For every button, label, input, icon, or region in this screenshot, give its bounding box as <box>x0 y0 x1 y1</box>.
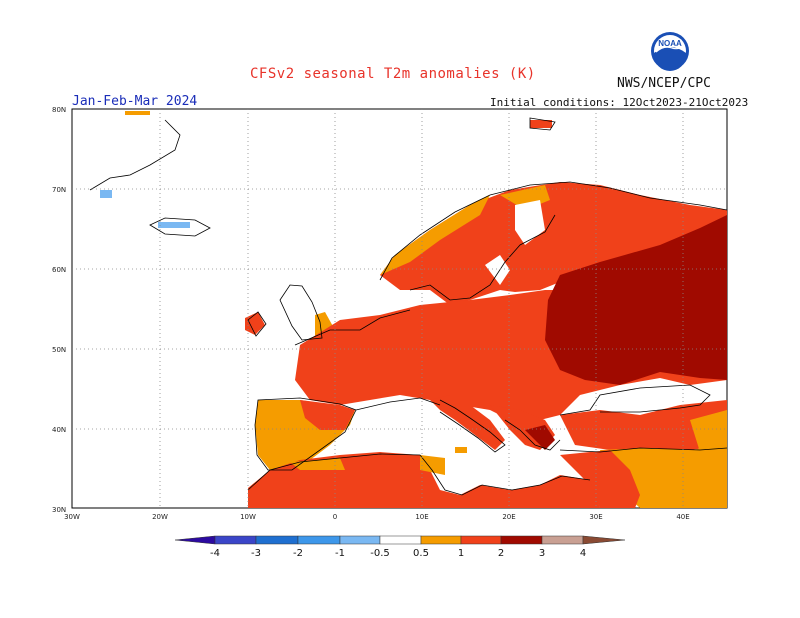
lon-label: 30W <box>64 513 80 521</box>
noaa-logo: NOAA <box>651 32 689 71</box>
colorbar-bin <box>541 535 584 545</box>
colorbar-bin <box>460 535 502 545</box>
colorbar-tick: -1 <box>335 548 345 559</box>
graticule <box>72 109 727 508</box>
colorbar-tick: -3 <box>251 548 261 559</box>
lat-label: 50N <box>52 346 66 354</box>
lat-label: 40N <box>52 426 66 434</box>
map-title: CFSv2 seasonal T2m anomalies (K) <box>250 66 536 82</box>
colorbar-bin <box>379 535 422 545</box>
coastlines <box>89 117 728 496</box>
lon-label: 10E <box>415 513 428 521</box>
colorbar <box>174 535 626 545</box>
colorbar-bin <box>582 535 626 545</box>
lon-label: 20W <box>152 513 168 521</box>
colorbar-bin <box>174 535 216 545</box>
colorbar-bin <box>339 535 381 545</box>
colorbar-tick: 3 <box>539 548 545 559</box>
initial-conditions: Initial conditions: 12Oct2023-21Oct2023 <box>490 96 749 109</box>
lon-label: 40E <box>676 513 689 521</box>
colorbar-bin <box>297 535 341 545</box>
lon-label: 20E <box>502 513 515 521</box>
colorbar-ticks: -4 -3 -2 -1 -0.5 0.5 1 2 3 4 <box>210 548 586 559</box>
map-frame <box>71 108 728 509</box>
colorbar-tick: 2 <box>498 548 504 559</box>
anomaly-fields <box>100 111 727 508</box>
colorbar-tick: 1 <box>458 548 464 559</box>
colorbar-tick: 4 <box>580 548 586 559</box>
svg-text:NOAA: NOAA <box>658 39 682 48</box>
colorbar-tick: -4 <box>210 548 220 559</box>
latitude-labels: 80N 70N 60N 50N 40N 30N <box>52 106 66 514</box>
agency-label: NWS/NCEP/CPC <box>617 76 711 91</box>
colorbar-bin <box>500 535 543 545</box>
colorbar-tick: -2 <box>293 548 303 559</box>
colorbar-bin <box>420 535 462 545</box>
colorbar-tick: -0.5 <box>370 548 390 559</box>
lat-label: 70N <box>52 186 66 194</box>
lat-label: 60N <box>52 266 66 274</box>
colorbar-bin <box>255 535 299 545</box>
lat-label: 80N <box>52 106 66 114</box>
lat-label: 30N <box>52 506 66 514</box>
colorbar-bin <box>214 535 257 545</box>
colorbar-tick: 0.5 <box>413 548 429 559</box>
lon-label: 10W <box>240 513 256 521</box>
longitude-labels: 30W 20W 10W 0 10E 20E 30E 40E <box>64 513 690 521</box>
lon-label: 0 <box>333 513 337 521</box>
lon-label: 30E <box>589 513 602 521</box>
forecast-period: Jan-Feb-Mar 2024 <box>72 94 198 109</box>
